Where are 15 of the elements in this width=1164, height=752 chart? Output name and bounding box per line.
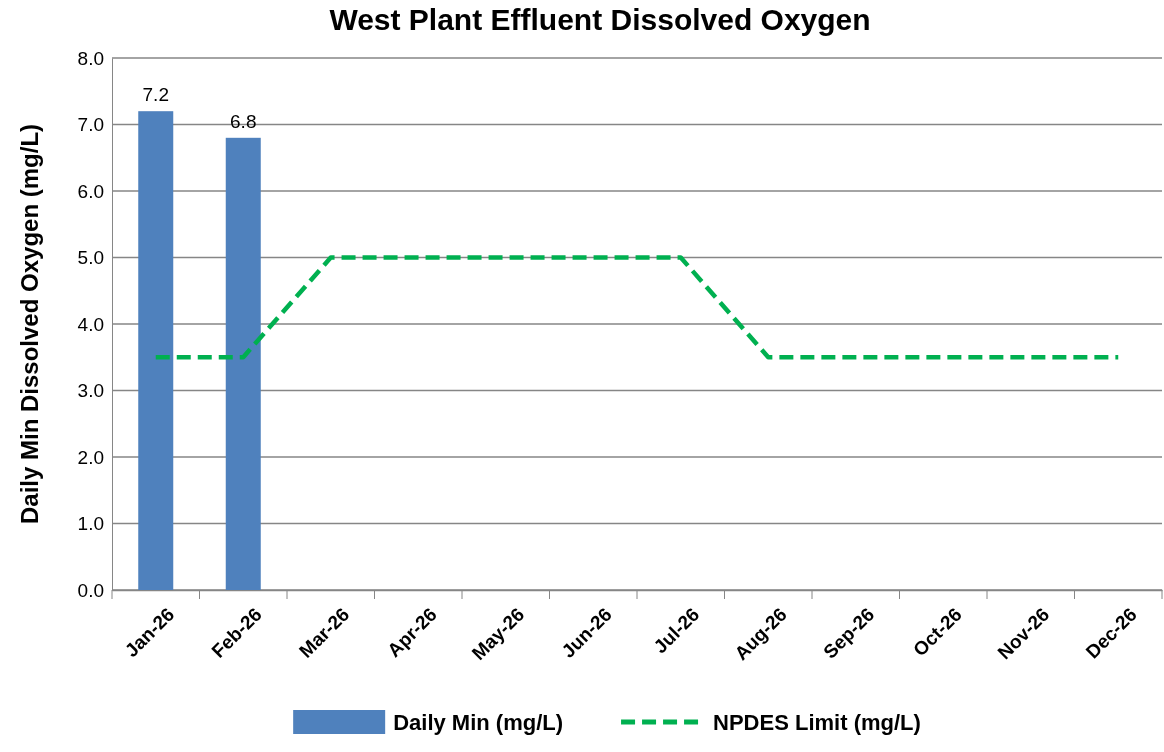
data-label: 7.2 [142, 84, 169, 106]
y-tick-label: 3.0 [77, 380, 104, 402]
y-tick-label: 0.0 [77, 579, 104, 601]
y-axis-title: Daily Min Dissolved Oxygen (mg/L) [16, 123, 43, 525]
data-label: 6.8 [230, 110, 257, 132]
y-tick-label: 6.0 [77, 180, 104, 202]
y-tick-label: 4.0 [77, 313, 104, 335]
y-tick-label: 7.0 [77, 114, 104, 136]
legend-label: Daily Min (mg/L) [393, 710, 564, 735]
y-tick-label: 1.0 [77, 513, 104, 535]
y-tick-label: 5.0 [77, 247, 104, 269]
chart-title: West Plant Effluent Dissolved Oxygen [329, 3, 871, 36]
legend-label: NPDES Limit (mg/L) [713, 710, 921, 735]
y-tick-label: 2.0 [77, 446, 104, 468]
y-tick-label: 8.0 [77, 47, 104, 69]
